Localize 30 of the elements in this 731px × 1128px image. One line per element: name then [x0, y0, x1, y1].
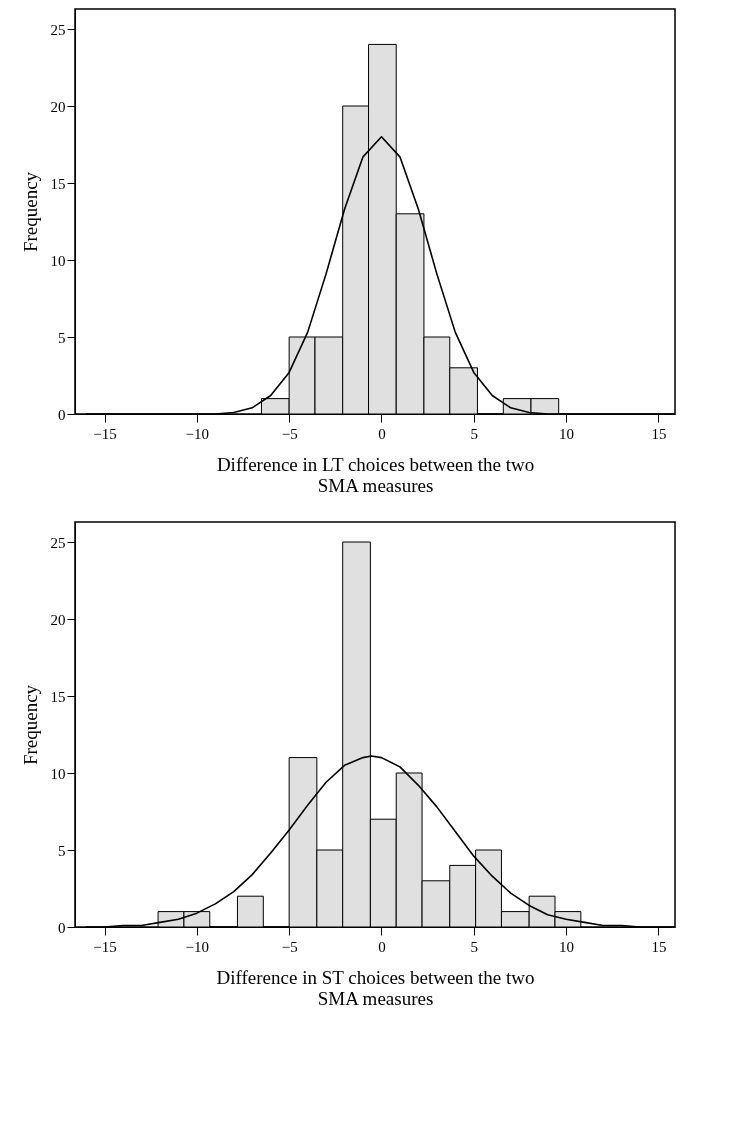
x-tick-label: 10: [559, 938, 575, 955]
x-tick-label: 5: [470, 938, 479, 955]
x-tick-label: −15: [93, 938, 117, 955]
y-tick-label: 20: [50, 611, 66, 628]
x-tick-label: 10: [559, 425, 575, 442]
y-tick-label: 15: [50, 175, 66, 192]
x-tick-label: 0: [378, 425, 386, 442]
y-tick-label: 5: [58, 329, 66, 346]
x-tick-label: 5: [470, 425, 479, 442]
x-tick-label: −5: [281, 425, 298, 442]
y-tick-label: 25: [50, 534, 66, 551]
x-tick-label: −5: [281, 938, 298, 955]
y-axis-title: Frequency: [19, 171, 41, 253]
x-tick-label: −10: [185, 425, 210, 442]
x-axis-title: Difference in ST choices between the two SMA measures: [216, 966, 535, 1009]
x-axis-title: Difference in LT choices between the two SMA measures: [216, 453, 535, 496]
x-tick-label: 15: [651, 938, 667, 955]
y-tick-label: 15: [50, 688, 66, 705]
y-tick-label: 5: [58, 842, 66, 859]
y-axis-title: Frequency: [19, 684, 41, 766]
y-tick-label: 0: [58, 406, 66, 423]
y-tick-label: 10: [50, 765, 66, 782]
x-tick-label: 0: [378, 938, 386, 955]
x-tick-label: −15: [93, 425, 117, 442]
y-tick-label: 25: [50, 21, 66, 38]
x-tick-label: −10: [185, 938, 210, 955]
y-tick-label: 0: [58, 919, 66, 936]
x-tick-label: 15: [651, 425, 667, 442]
y-tick-label: 20: [50, 98, 66, 115]
y-tick-label: 10: [50, 252, 66, 269]
